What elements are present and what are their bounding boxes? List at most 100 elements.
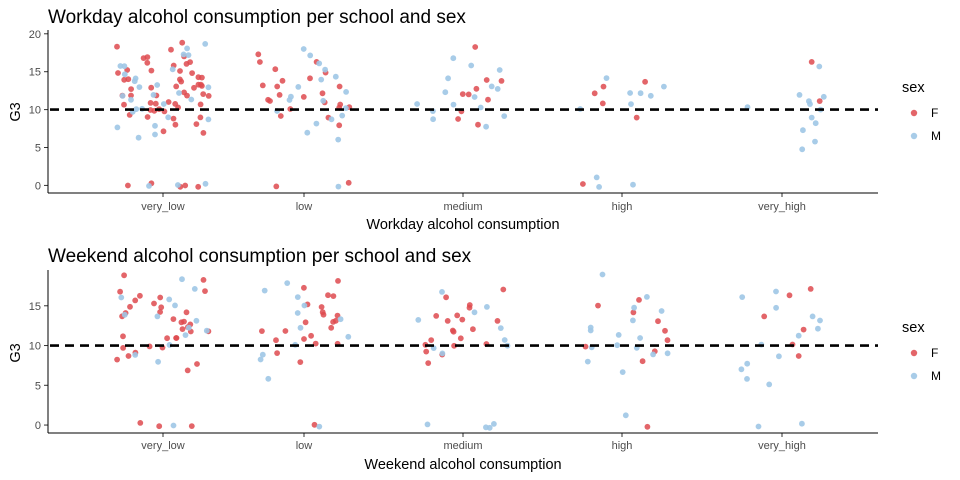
- point-m: [328, 116, 335, 123]
- point-f: [655, 318, 661, 325]
- point-f: [443, 294, 449, 301]
- point-m: [415, 317, 422, 323]
- point-m: [150, 92, 157, 98]
- point-m: [343, 105, 349, 111]
- point-m: [799, 420, 805, 427]
- point-m: [414, 101, 420, 107]
- point-f: [297, 359, 304, 365]
- point-m: [152, 122, 158, 129]
- point-f: [494, 318, 501, 324]
- point-m: [587, 327, 594, 334]
- point-m: [202, 180, 209, 187]
- point-m: [471, 94, 478, 100]
- point-f: [807, 286, 814, 292]
- point-f: [170, 115, 177, 122]
- y-tick-label: 0: [35, 180, 41, 192]
- point-f: [336, 122, 343, 129]
- point-f: [307, 75, 313, 82]
- point-m: [744, 376, 750, 382]
- point-f: [459, 316, 466, 323]
- point-f: [173, 335, 180, 341]
- point-m: [294, 310, 301, 316]
- point-m: [799, 146, 806, 153]
- point-f: [191, 84, 197, 91]
- point-m: [599, 271, 606, 278]
- point-m: [584, 358, 591, 365]
- point-f: [274, 350, 280, 356]
- point-f: [184, 367, 191, 374]
- x-tick-label: very_high: [758, 440, 806, 452]
- weekend-ticks: 0 5 10 15 very_low low medium high very_high: [29, 301, 806, 452]
- point-f: [193, 121, 200, 127]
- point-f: [144, 59, 151, 66]
- workday-legend-title: sex: [902, 80, 925, 96]
- point-m: [191, 286, 198, 292]
- point-m: [628, 101, 634, 107]
- y-tick-label: 15: [29, 301, 41, 313]
- point-f: [272, 66, 279, 73]
- point-f: [205, 93, 212, 99]
- point-f: [644, 423, 651, 430]
- weekend-legend-label-m: M: [931, 369, 941, 383]
- point-f: [152, 100, 159, 107]
- weekend-x-axis-label: Weekend alcohol consumption: [364, 457, 561, 473]
- point-f: [319, 90, 326, 97]
- point-f: [172, 121, 179, 128]
- point-m: [809, 313, 816, 320]
- point-f: [197, 101, 204, 108]
- point-m: [175, 182, 181, 188]
- point-m: [119, 93, 126, 99]
- weekend-y-axis-label: G3: [8, 343, 24, 362]
- point-m: [176, 90, 182, 96]
- point-f: [800, 326, 807, 333]
- point-f: [455, 116, 461, 122]
- point-f: [600, 83, 607, 90]
- point-f: [642, 78, 648, 85]
- point-m: [301, 302, 308, 309]
- point-f: [170, 316, 177, 322]
- point-f: [177, 68, 183, 74]
- workday-y-axis-label: G3: [8, 102, 24, 121]
- point-f: [457, 335, 464, 342]
- point-m: [430, 116, 436, 123]
- point-f: [308, 332, 314, 339]
- point-f: [200, 277, 207, 283]
- point-m: [477, 104, 484, 111]
- point-f: [137, 292, 143, 299]
- point-m: [739, 294, 746, 300]
- point-f: [312, 340, 319, 347]
- point-f: [179, 39, 186, 46]
- point-f: [633, 114, 640, 121]
- point-m: [766, 381, 773, 388]
- point-f: [630, 309, 637, 316]
- point-f: [117, 288, 123, 295]
- point-m: [483, 424, 489, 431]
- point-m: [630, 181, 636, 188]
- point-m: [172, 302, 178, 309]
- point-m: [304, 129, 311, 136]
- point-m: [132, 352, 139, 358]
- point-f: [336, 83, 343, 90]
- point-m: [188, 96, 195, 103]
- point-f: [127, 303, 133, 310]
- point-m: [644, 294, 650, 300]
- point-m: [166, 296, 173, 303]
- point-m: [501, 337, 508, 343]
- point-f: [188, 423, 195, 429]
- point-f: [318, 304, 325, 310]
- point-f: [257, 59, 263, 65]
- point-f: [330, 319, 336, 325]
- point-f: [274, 83, 281, 90]
- point-m: [637, 90, 644, 97]
- x-tick-label: low: [296, 440, 313, 452]
- point-m: [259, 351, 266, 358]
- point-f: [114, 43, 120, 50]
- x-tick-label: medium: [443, 440, 482, 452]
- point-f: [259, 82, 266, 89]
- y-tick-label: 5: [35, 380, 41, 392]
- point-f: [168, 46, 174, 53]
- point-m: [152, 131, 158, 138]
- point-f: [485, 96, 491, 103]
- point-f: [450, 328, 457, 335]
- point-m: [318, 76, 325, 83]
